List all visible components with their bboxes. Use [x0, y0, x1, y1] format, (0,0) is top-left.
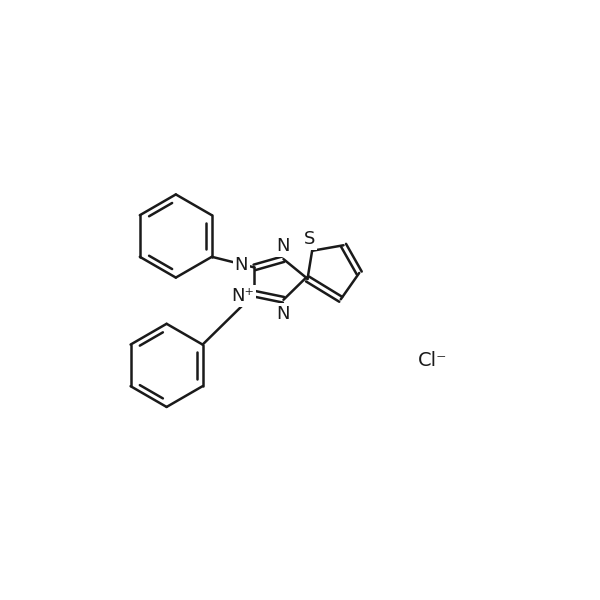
Text: N: N — [235, 256, 248, 274]
Text: N: N — [277, 237, 290, 255]
Text: Cl⁻: Cl⁻ — [418, 351, 447, 370]
Text: N⁺: N⁺ — [232, 287, 254, 305]
Text: N: N — [277, 305, 290, 323]
Text: S: S — [304, 230, 316, 248]
